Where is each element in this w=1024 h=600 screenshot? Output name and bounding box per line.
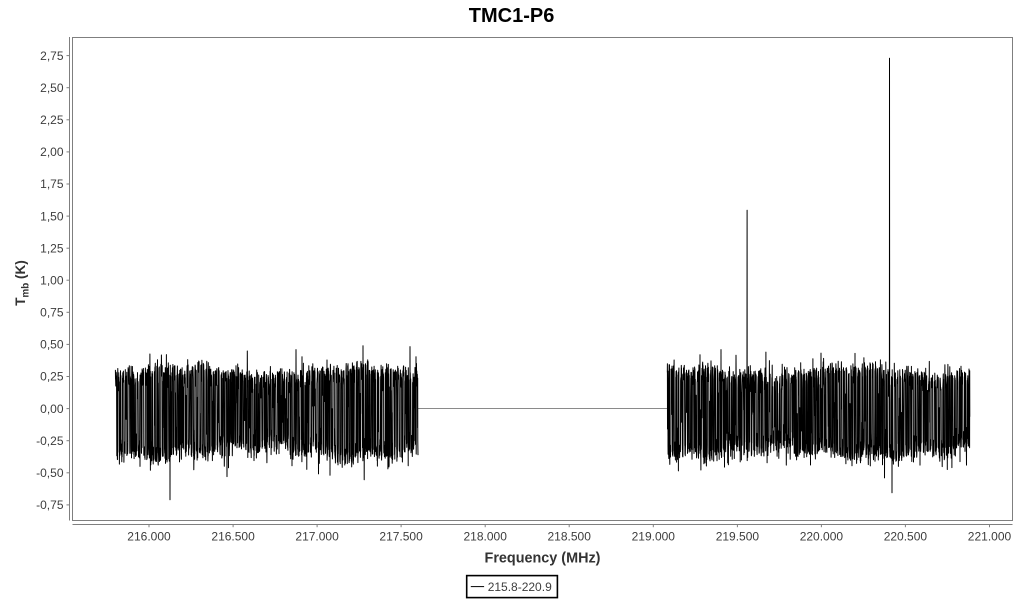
- svg-text:2,75: 2,75: [40, 49, 64, 63]
- svg-text:1,50: 1,50: [40, 209, 64, 223]
- svg-text:218.000: 218.000: [464, 530, 508, 544]
- svg-text:0,00: 0,00: [40, 402, 64, 416]
- svg-text:2,00: 2,00: [40, 145, 64, 159]
- svg-text:Frequency (MHz): Frequency (MHz): [485, 551, 601, 567]
- svg-text:0,75: 0,75: [40, 306, 64, 320]
- svg-text:-0,50: -0,50: [36, 466, 64, 480]
- svg-text:0,50: 0,50: [40, 338, 64, 352]
- svg-text:0,25: 0,25: [40, 370, 64, 384]
- svg-text:219.500: 219.500: [716, 530, 760, 544]
- svg-text:2,50: 2,50: [40, 81, 64, 95]
- svg-text:TMC1-P6: TMC1-P6: [469, 5, 555, 27]
- svg-text:1,75: 1,75: [40, 177, 64, 191]
- svg-text:221.000: 221.000: [968, 530, 1012, 544]
- svg-text:217.500: 217.500: [379, 530, 423, 544]
- svg-text:2,25: 2,25: [40, 113, 64, 127]
- svg-text:1,00: 1,00: [40, 273, 64, 287]
- svg-text:-0,25: -0,25: [36, 434, 64, 448]
- svg-text:220.500: 220.500: [884, 530, 928, 544]
- svg-text:218.500: 218.500: [548, 530, 592, 544]
- svg-text:217.000: 217.000: [295, 530, 339, 544]
- svg-text:220.000: 220.000: [800, 530, 844, 544]
- svg-text:216.000: 216.000: [127, 530, 171, 544]
- svg-text:219.000: 219.000: [632, 530, 676, 544]
- svg-text:1,25: 1,25: [40, 241, 64, 255]
- svg-text:-0,75: -0,75: [36, 498, 64, 512]
- svg-text:215.8-220.9: 215.8-220.9: [488, 580, 552, 594]
- svg-text:216.500: 216.500: [211, 530, 255, 544]
